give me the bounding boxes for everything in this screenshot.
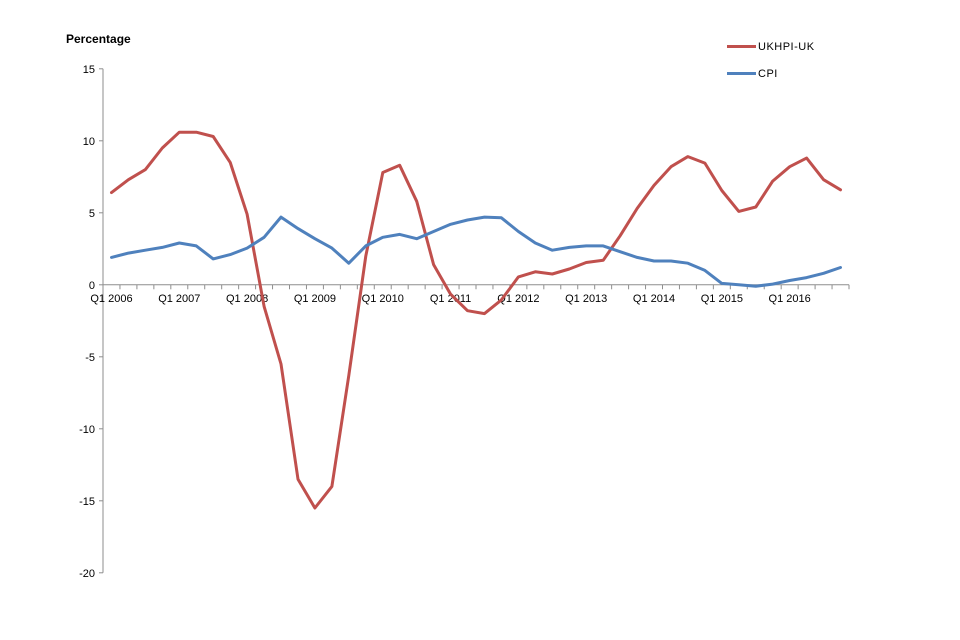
- y-tick-label: 10: [83, 136, 95, 148]
- y-tick-label: -10: [79, 424, 95, 436]
- y-axis-title: Percentage: [66, 32, 131, 46]
- x-tick-label: Q1 2006: [90, 293, 132, 305]
- y-tick-label: 15: [83, 64, 95, 76]
- series-line-cpi: [110, 215, 842, 288]
- legend: UKHPI-UK CPI: [727, 39, 815, 93]
- cpi-legend-line-swatch: [727, 72, 756, 75]
- y-tick-label: 5: [89, 208, 95, 220]
- y-tick-label: -5: [85, 352, 95, 364]
- x-tick-label: Q1 2007: [158, 293, 200, 305]
- y-tick-label: -20: [79, 568, 95, 580]
- ukhpi-legend-line-swatch: [727, 45, 756, 48]
- x-tick-label: Q1 2016: [769, 293, 811, 305]
- legend-item-ukhpi: UKHPI-UK: [727, 39, 815, 54]
- x-tick-label: Q1 2014: [633, 293, 675, 305]
- y-tick-label: 0: [89, 280, 95, 292]
- x-tick-label: Q1 2012: [497, 293, 539, 305]
- x-tick-label: Q1 2011: [430, 293, 471, 305]
- x-tick-label: Q1 2008: [226, 293, 268, 305]
- y-tick-label: -15: [79, 496, 95, 508]
- x-tick-label: Q1 2015: [701, 293, 743, 305]
- legend-label-ukhpi: UKHPI-UK: [758, 40, 815, 53]
- x-tick-label: Q1 2013: [565, 293, 607, 305]
- legend-item-cpi: CPI: [727, 66, 815, 81]
- x-tick-label: Q1 2009: [294, 293, 336, 305]
- series-line-ukhpi-uk: [110, 130, 842, 510]
- x-tick-label: Q1 2010: [362, 293, 404, 305]
- legend-label-cpi: CPI: [758, 67, 778, 80]
